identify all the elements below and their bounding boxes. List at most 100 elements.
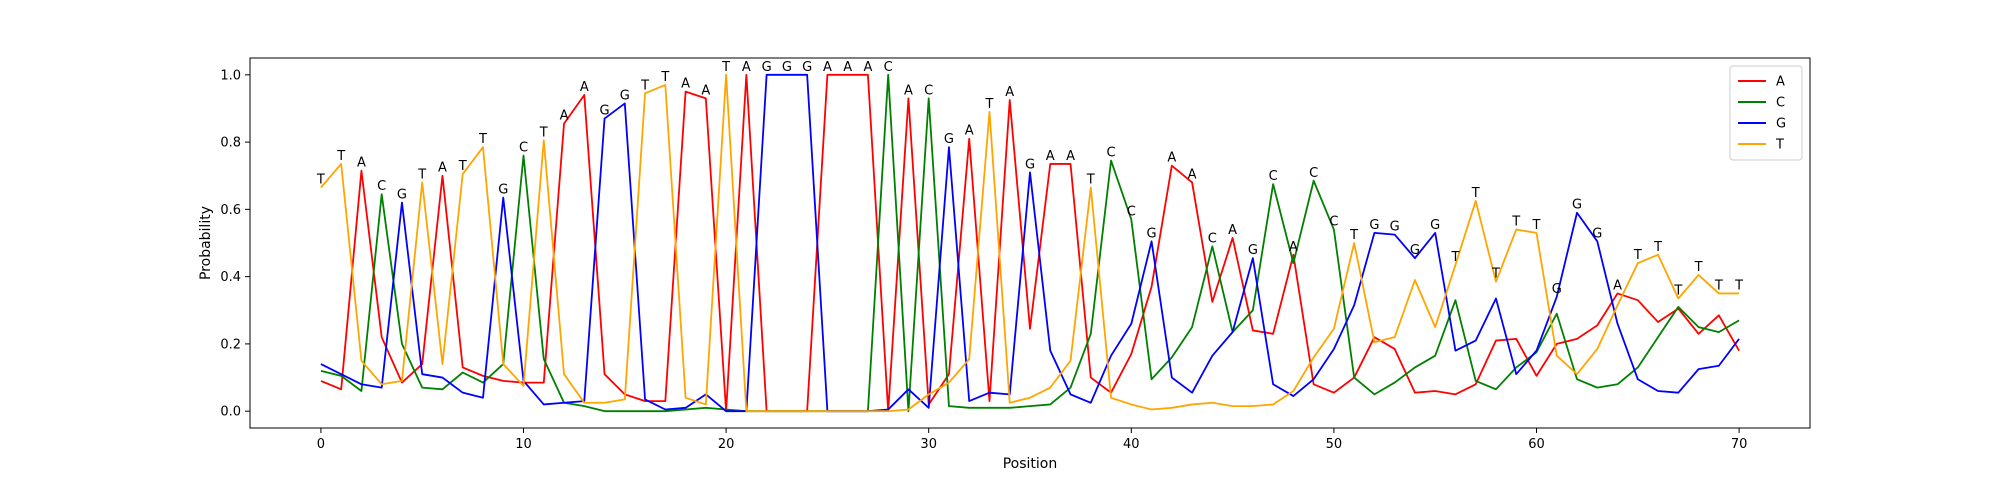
base-label: G: [1025, 157, 1035, 172]
base-label: C: [519, 141, 528, 156]
base-label: C: [1127, 204, 1136, 219]
base-label: A: [1005, 85, 1014, 100]
base-label: C: [1106, 146, 1115, 161]
x-tick-label: 70: [1731, 437, 1748, 452]
base-label: A: [701, 83, 710, 98]
base-label: C: [924, 83, 933, 98]
base-label: T: [458, 159, 467, 174]
base-label: C: [1329, 215, 1338, 230]
x-tick-label: 60: [1528, 437, 1545, 452]
base-label: G: [1430, 218, 1440, 233]
base-label: C: [377, 179, 386, 194]
base-label: T: [660, 70, 669, 85]
base-label: T: [417, 167, 426, 182]
base-label: A: [357, 156, 366, 171]
x-tick-label: 50: [1326, 437, 1343, 452]
base-label: A: [1046, 149, 1055, 164]
y-tick-label: 0.4: [220, 270, 241, 285]
base-label: T: [478, 132, 487, 147]
y-tick-label: 0.0: [220, 405, 241, 420]
base-label: G: [1410, 243, 1420, 258]
base-label: C: [884, 60, 893, 75]
base-label: G: [762, 60, 772, 75]
base-label: T: [1653, 240, 1662, 255]
base-label: T: [1673, 284, 1682, 299]
x-tick-label: 30: [920, 437, 937, 452]
base-label: G: [1572, 198, 1582, 213]
base-label: G: [1147, 226, 1157, 241]
x-tick-label: 10: [515, 437, 532, 452]
legend-label-c: C: [1776, 96, 1785, 111]
base-label: T: [1349, 228, 1358, 243]
x-axis: 0 10 20 30 40 50 60 70: [317, 428, 1748, 452]
base-label: G: [1248, 243, 1258, 258]
plot-frame: [249, 57, 1811, 429]
base-label: G: [1390, 220, 1400, 235]
base-label: A: [560, 109, 569, 124]
legend-label-g: G: [1776, 117, 1786, 132]
base-label: T: [721, 60, 730, 75]
base-label: G: [1369, 218, 1379, 233]
x-axis-label: Position: [1003, 456, 1058, 472]
base-label: A: [863, 60, 872, 75]
base-label: A: [1188, 167, 1197, 182]
base-label: A: [823, 60, 832, 75]
base-label: T: [1734, 278, 1743, 293]
y-axis: 0.0 0.2 0.4 0.6 0.8 1.0: [220, 68, 250, 420]
base-label: A: [1613, 278, 1622, 293]
base-label: T: [1511, 215, 1520, 230]
base-label: T: [1694, 260, 1703, 275]
base-label: G: [600, 104, 610, 119]
base-label: T: [336, 149, 345, 164]
base-label: T: [985, 97, 994, 112]
y-tick-label: 0.6: [220, 203, 241, 218]
base-label: A: [1167, 151, 1176, 166]
base-label: T: [1450, 250, 1459, 265]
base-label: C: [1208, 231, 1217, 246]
base-label: A: [438, 161, 447, 176]
series-line-g: [320, 73, 1740, 413]
base-label: G: [782, 60, 792, 75]
y-tick-label: 0.8: [220, 136, 241, 151]
base-label: G: [1552, 282, 1562, 297]
base-label: T: [316, 173, 325, 188]
base-label: G: [944, 132, 954, 147]
x-tick-label: 20: [718, 437, 735, 452]
base-label: G: [802, 60, 812, 75]
x-tick-label: 40: [1123, 437, 1140, 452]
base-label: G: [1592, 226, 1602, 241]
base-label: T: [1471, 186, 1480, 201]
base-label: A: [904, 83, 913, 98]
series-line-t: [320, 73, 1740, 413]
base-label: A: [580, 80, 589, 95]
x-tick-label: 0: [317, 437, 325, 452]
base-label: G: [620, 88, 630, 103]
y-tick-label: 0.2: [220, 337, 241, 352]
base-label: A: [1066, 149, 1075, 164]
base-label: T: [640, 78, 649, 93]
legend-label-a: A: [1776, 75, 1785, 90]
base-label: A: [843, 60, 852, 75]
base-label: T: [539, 125, 548, 140]
base-label: A: [1289, 240, 1298, 255]
plot-area: [320, 73, 1740, 413]
legend-label-t: T: [1775, 138, 1784, 153]
series-line-a: [320, 73, 1740, 413]
base-label: G: [397, 188, 407, 203]
base-label: C: [1309, 166, 1318, 181]
base-label: T: [1633, 248, 1642, 263]
series-line-c: [320, 73, 1740, 413]
y-tick-label: 1.0: [220, 68, 241, 83]
base-label: A: [1228, 223, 1237, 238]
base-label: T: [1532, 218, 1541, 233]
base-label: T: [1714, 278, 1723, 293]
y-axis-label: Probability: [198, 206, 214, 280]
base-label: A: [681, 77, 690, 92]
base-label: G: [498, 183, 508, 198]
base-label: A: [742, 60, 751, 75]
base-label: T: [1086, 173, 1095, 188]
base-label: C: [1269, 169, 1278, 184]
